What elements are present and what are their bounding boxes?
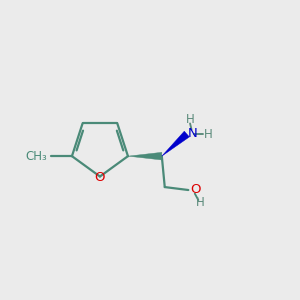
Text: O: O [95, 171, 105, 184]
Text: H: H [196, 196, 205, 209]
Text: H: H [204, 128, 212, 141]
Polygon shape [128, 152, 162, 160]
Text: N: N [188, 127, 198, 140]
Polygon shape [162, 131, 189, 156]
Text: CH₃: CH₃ [25, 150, 47, 163]
Text: O: O [190, 183, 201, 196]
Text: H: H [185, 113, 194, 126]
